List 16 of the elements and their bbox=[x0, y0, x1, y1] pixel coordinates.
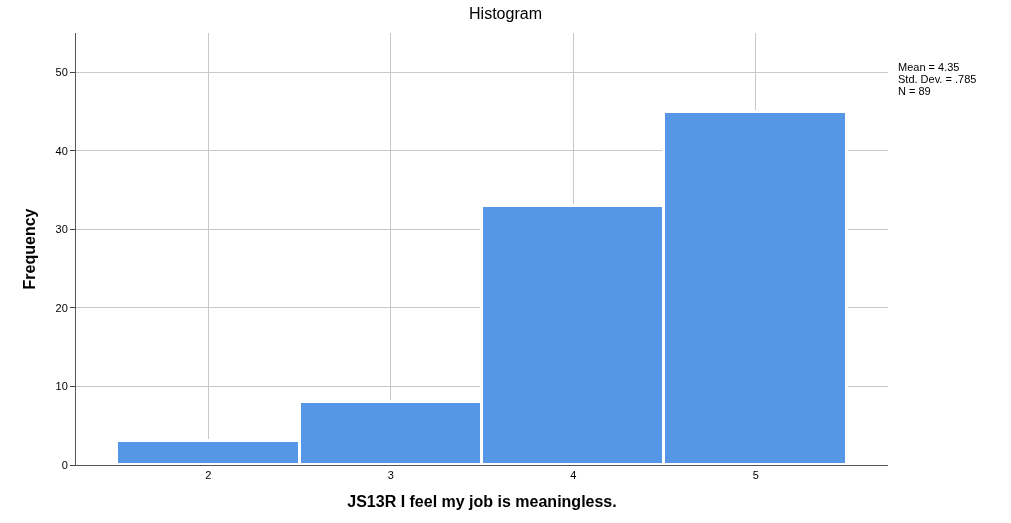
y-tick-label: 0 bbox=[61, 458, 68, 471]
y-tick-label: 30 bbox=[55, 223, 68, 236]
y-axis-title: Frequency bbox=[21, 208, 39, 290]
text: Mean = 4.35 bbox=[898, 61, 960, 73]
x-axis-title: JS13R I feel my job is meaningless. bbox=[347, 492, 617, 510]
y-tick-label: 50 bbox=[55, 66, 68, 79]
chart-title: Histogram bbox=[469, 5, 542, 23]
y-tick-label: 20 bbox=[55, 301, 68, 314]
x-tick-label: 2 bbox=[205, 469, 212, 482]
x-tick-label: 5 bbox=[752, 469, 759, 482]
y-tick-label: 10 bbox=[55, 380, 68, 393]
x-tick-label: 3 bbox=[387, 469, 394, 482]
y-tick-label: 40 bbox=[55, 144, 68, 157]
text: Std. Dev. = .785 bbox=[898, 73, 977, 85]
x-tick-label: 4 bbox=[570, 469, 577, 482]
text: N = 89 bbox=[898, 85, 931, 97]
